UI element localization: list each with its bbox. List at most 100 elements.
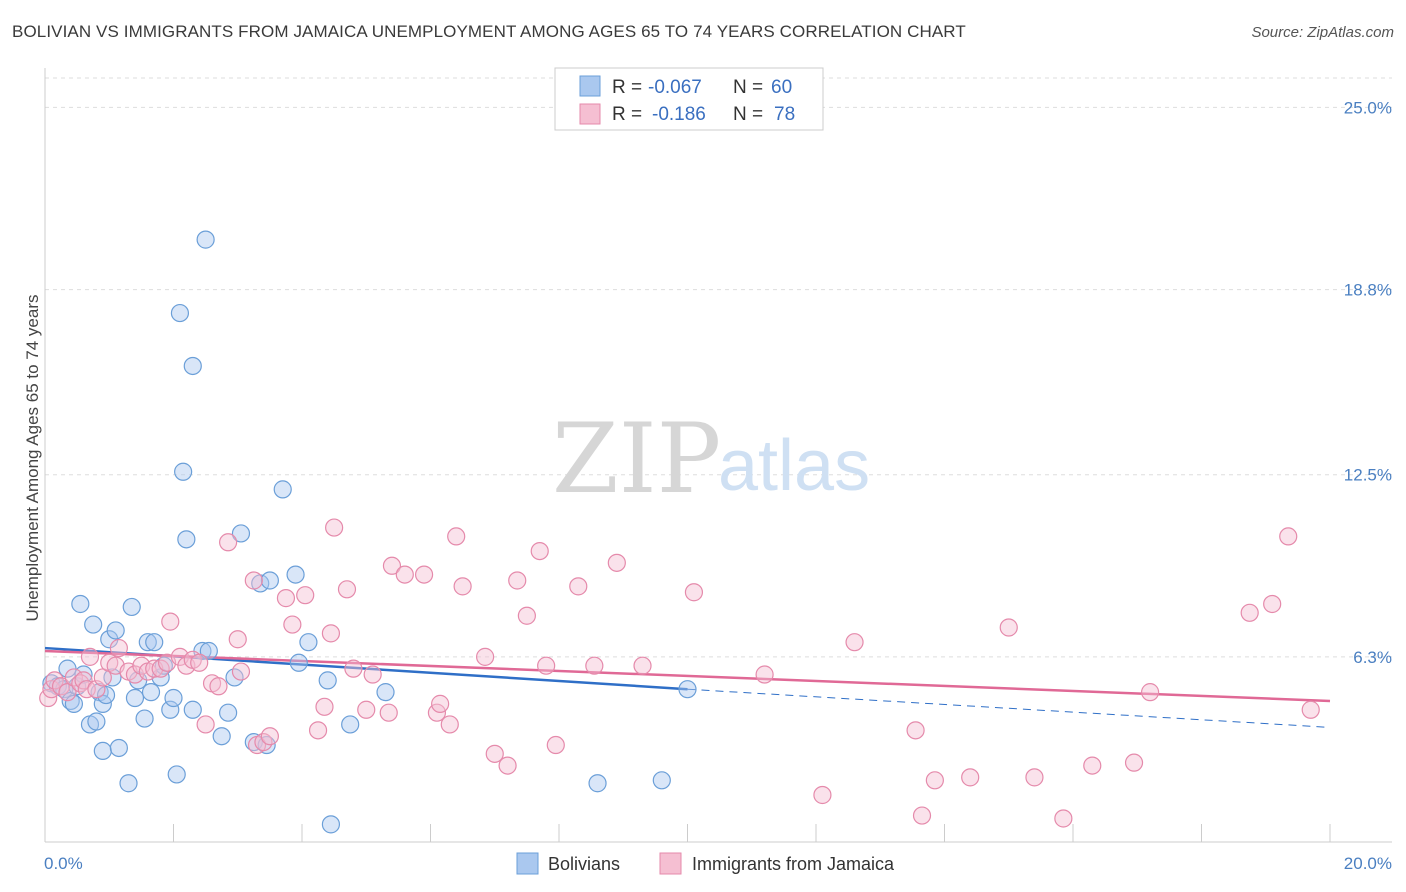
bolivians-point-35 — [177, 530, 196, 549]
jamaica-point-29 — [209, 677, 228, 696]
grid-layer — [45, 77, 1392, 658]
jamaica-point-8 — [77, 680, 96, 699]
jamaica-point-53 — [431, 694, 450, 713]
jamaica-point-33 — [244, 571, 263, 590]
jamaica-point-70 — [755, 665, 774, 684]
bolivians-point-31 — [164, 688, 183, 708]
bolivians-point-55 — [341, 715, 360, 734]
jamaica-point-67 — [607, 553, 626, 572]
legend-r-label-1: R = — [612, 77, 642, 98]
bolivians-point-51 — [289, 653, 308, 672]
jamaica-point-60 — [508, 571, 527, 590]
jamaica-point-85 — [1279, 527, 1298, 546]
bolivians-point-26 — [141, 683, 161, 702]
bolivians-point-41 — [212, 727, 231, 746]
bolivians-point-39 — [196, 230, 215, 249]
y-tick-label-0: 6.3% — [1353, 648, 1392, 667]
jamaica-point-69 — [684, 583, 704, 602]
bolivians-point-50 — [286, 565, 305, 584]
jamaica-point-76 — [961, 768, 980, 787]
bolivians-point-19 — [109, 738, 128, 758]
bolivians-point-10 — [84, 615, 103, 634]
bottom-legend-swatch-jamaica — [659, 852, 682, 875]
bolivians-point-7 — [71, 594, 90, 614]
watermark-atlas: atlas — [718, 426, 870, 506]
series-legend: Bolivians Immigrants from Jamaica — [516, 852, 895, 875]
jamaica-point-84 — [1263, 594, 1282, 614]
bolivians-point-36 — [183, 700, 202, 719]
jamaica-point-32 — [231, 662, 251, 681]
legend-n-label-1: N = — [733, 77, 763, 98]
bolivians-point-15 — [96, 685, 116, 705]
jamaica-point-45 — [344, 659, 363, 678]
bolivians-point-42 — [219, 703, 238, 722]
bolivians-point-58 — [652, 771, 671, 790]
bolivians-point-48 — [260, 571, 279, 590]
bolivians-point-5 — [64, 694, 84, 713]
jamaica-point-44 — [337, 580, 357, 599]
stats-legend: R = -0.067 N = 60 R = -0.186 N = 78 — [554, 67, 824, 131]
jamaica-point-71 — [813, 785, 832, 805]
jamaica-point-82 — [1140, 683, 1160, 702]
jamaica-point-75 — [925, 771, 944, 790]
jamaica-point-31 — [228, 630, 247, 649]
jamaica-trend-line — [44, 649, 1331, 703]
legend-swatch-jamaica — [579, 103, 601, 125]
bolivians-point-20 — [119, 774, 138, 793]
bolivians-point-14 — [93, 741, 112, 761]
jamaica-point-61 — [517, 606, 536, 625]
x-tick-label-min: 0.0% — [44, 854, 83, 873]
chart-title: BOLIVIAN VS IMMIGRANTS FROM JAMAICA UNEM… — [12, 22, 966, 41]
jamaica-point-26 — [190, 653, 209, 672]
watermark-zip: ZIP — [552, 403, 721, 515]
bolivians-point-49 — [273, 480, 292, 499]
jamaica-point-46 — [357, 700, 376, 719]
jamaica-point-58 — [485, 744, 504, 763]
jamaica-point-80 — [1083, 756, 1102, 775]
bolivians-point-18 — [106, 621, 125, 640]
jamaica-point-55 — [447, 527, 466, 546]
bottom-legend-label-bolivians: Bolivians — [548, 854, 620, 874]
y-axis-title: Unemployment Among Ages 65 to 74 years — [23, 295, 42, 622]
jamaica-point-72 — [845, 633, 864, 652]
jamaica-point-43 — [325, 518, 344, 537]
bolivians-trend-extension — [687, 688, 1331, 728]
jamaica-point-62 — [530, 541, 549, 561]
jamaica-point-40 — [308, 721, 328, 740]
jamaica-point-37 — [276, 589, 296, 608]
jamaica-point-56 — [453, 577, 472, 596]
bottom-legend-swatch-bolivians — [516, 852, 539, 875]
bolivians-point-34 — [174, 462, 193, 481]
jamaica-point-36 — [260, 727, 279, 746]
jamaica-point-81 — [1124, 753, 1144, 772]
bolivians-point-25 — [138, 633, 157, 652]
bolivians-point-21 — [122, 597, 141, 617]
bolivians-point-59 — [678, 680, 697, 699]
jamaica-point-57 — [476, 647, 495, 666]
jamaica-point-50 — [395, 565, 414, 584]
jamaica-point-14 — [109, 638, 128, 658]
jamaica-points — [39, 518, 1320, 828]
watermark: ZIP atlas — [552, 403, 870, 515]
jamaica-point-38 — [283, 615, 302, 634]
y-tick-label-1: 12.5% — [1344, 466, 1392, 485]
axis-layer — [44, 68, 1392, 843]
bolivians-point-33 — [170, 303, 190, 323]
legend-n-label-2: N = — [733, 104, 763, 125]
legend-swatch-bolivians — [579, 75, 601, 97]
jamaica-point-83 — [1240, 603, 1259, 622]
jamaica-point-48 — [379, 703, 398, 722]
jamaica-point-42 — [321, 624, 341, 643]
legend-n-value-1: 60 — [771, 77, 792, 98]
jamaica-point-65 — [569, 577, 588, 596]
bolivians-points — [42, 230, 697, 834]
bolivians-point-30 — [161, 700, 180, 719]
legend-r-value-2: -0.186 — [652, 104, 706, 125]
jamaica-point-49 — [382, 556, 402, 575]
jamaica-point-74 — [912, 806, 932, 825]
jamaica-point-22 — [161, 612, 180, 631]
jamaica-point-54 — [440, 715, 459, 734]
bolivians-point-54 — [321, 815, 341, 834]
jamaica-point-10 — [87, 680, 106, 699]
jamaica-point-51 — [414, 565, 434, 584]
